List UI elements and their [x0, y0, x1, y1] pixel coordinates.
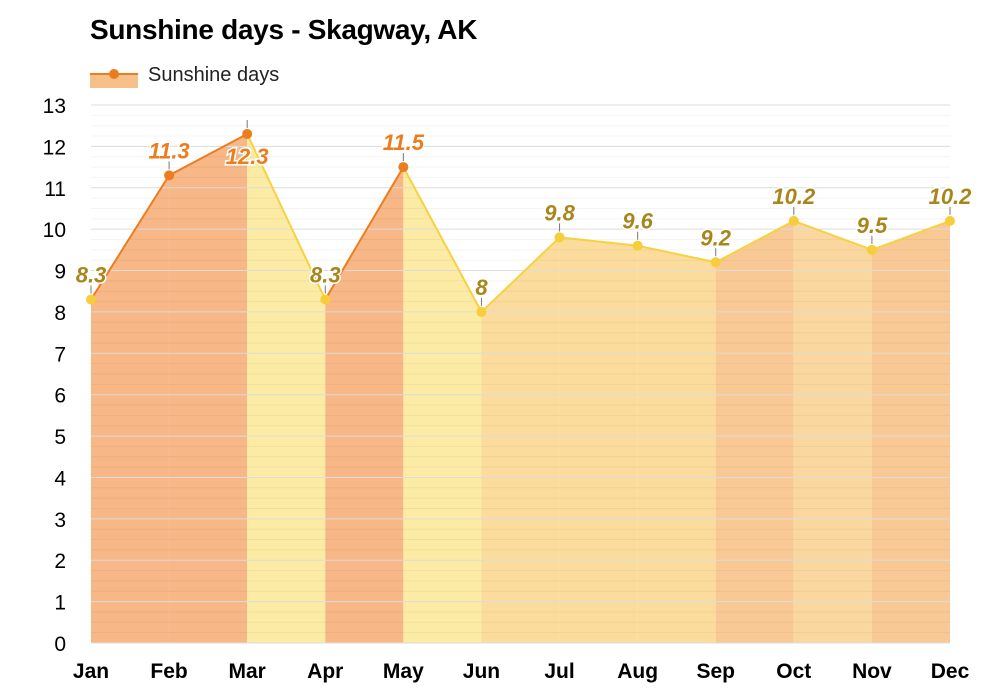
area-segment-sep [715, 220, 794, 643]
area-segment-mar [247, 133, 326, 643]
data-point-oct [788, 215, 799, 226]
data-point-dec [945, 215, 955, 226]
series-line-segment [402, 166, 483, 313]
y-tick-label: 6 [54, 385, 66, 408]
x-tick-label-may: May [383, 660, 424, 683]
data-label-sep: 9.2 [700, 225, 731, 250]
area-segment-aug [637, 245, 716, 643]
data-label-may: 11.5 [383, 130, 425, 155]
series-line-segment [714, 219, 795, 264]
grid-group [91, 104, 950, 644]
x-axis: Jan Feb Mar Apr May Jun Jul Aug Sep Oct Nov Dec [73, 660, 970, 683]
series-line-segment [168, 132, 249, 177]
data-point-mar [242, 128, 253, 139]
series-line-segment [324, 166, 405, 301]
data-label-jun: 8 [475, 275, 488, 300]
y-tick-label: 3 [54, 509, 66, 532]
data-labels: 8.3 11.3 12.3 8.3 11.5 8 9.8 9.6 9.2 10.2 9.5 10.2 [74, 129, 973, 302]
area-segment-jun [481, 237, 560, 643]
data-label-mar: 12.3 [226, 144, 269, 169]
series-line-segment [558, 236, 639, 247]
data-label-nov: 9.5 [857, 213, 888, 238]
area-segment-apr [325, 167, 404, 644]
data-points [86, 119, 955, 317]
series-line-segment [792, 219, 873, 251]
area-segment-jan [91, 175, 170, 643]
x-tick-label-dec: Dec [931, 660, 970, 683]
x-tick-label-jun: Jun [463, 660, 500, 683]
data-point-aug [632, 240, 643, 251]
y-tick-label: 7 [54, 343, 66, 366]
x-tick-label-apr: Apr [307, 660, 343, 683]
y-tick-label: 5 [54, 426, 66, 449]
data-point-sep [710, 257, 721, 268]
data-point-jun [476, 306, 487, 317]
data-label-oct: 10.2 [772, 184, 816, 209]
y-tick-label: 12 [43, 136, 66, 159]
y-tick-label: 9 [54, 261, 66, 284]
series-line-segment [480, 236, 561, 313]
data-label-jul: 9.8 [544, 200, 575, 225]
line-marker-icon [90, 62, 138, 88]
x-tick-label-feb: Feb [150, 660, 187, 683]
data-label-feb: 11.3 [148, 138, 189, 163]
series-line-group [90, 132, 951, 313]
series-line-segment [870, 219, 951, 251]
data-point-apr [320, 294, 331, 305]
x-tick-label-jul: Jul [544, 660, 574, 683]
data-point-nov [866, 244, 877, 255]
data-label-aug: 9.6 [622, 209, 653, 234]
data-point-may [398, 162, 409, 173]
x-tick-label-oct: Oct [776, 660, 811, 683]
y-tick-label: 0 [54, 633, 66, 656]
data-label-apr: 8.3 [310, 263, 341, 288]
x-tick-label-nov: Nov [852, 660, 892, 683]
area-fill-group [91, 133, 950, 644]
area-segment-may [403, 167, 482, 644]
area-segment-nov [871, 220, 950, 643]
x-tick-label-sep: Sep [696, 660, 735, 683]
y-tick-label: 4 [54, 467, 66, 490]
x-tick-label-mar: Mar [229, 660, 266, 683]
data-label-jan: 8.3 [76, 263, 107, 288]
y-tick-label: 2 [54, 550, 66, 573]
area-segment-jul [559, 237, 638, 643]
y-tick-label: 11 [44, 178, 66, 201]
y-tick-label: 13 [43, 95, 66, 118]
data-point-feb [164, 170, 175, 181]
series-line-segment [90, 174, 171, 301]
x-tick-label-jan: Jan [73, 660, 109, 683]
data-label-dec: 10.2 [929, 184, 973, 209]
y-tick-label: 10 [43, 219, 66, 242]
chart-title: Sunshine days - Skagway, AK [90, 14, 478, 45]
y-tick-label: 1 [54, 592, 66, 615]
legend[interactable]: Sunshine days [90, 62, 279, 88]
series-line-segment [246, 132, 327, 301]
data-point-jan [86, 294, 96, 305]
series-line-segment [636, 244, 717, 264]
x-tick-label-aug: Aug [617, 660, 658, 683]
y-tick-label: 8 [54, 302, 66, 325]
legend-label: Sunshine days [148, 63, 280, 86]
area-segment-feb [169, 133, 248, 643]
data-point-jul [554, 232, 565, 243]
area-segment-oct [793, 220, 872, 643]
